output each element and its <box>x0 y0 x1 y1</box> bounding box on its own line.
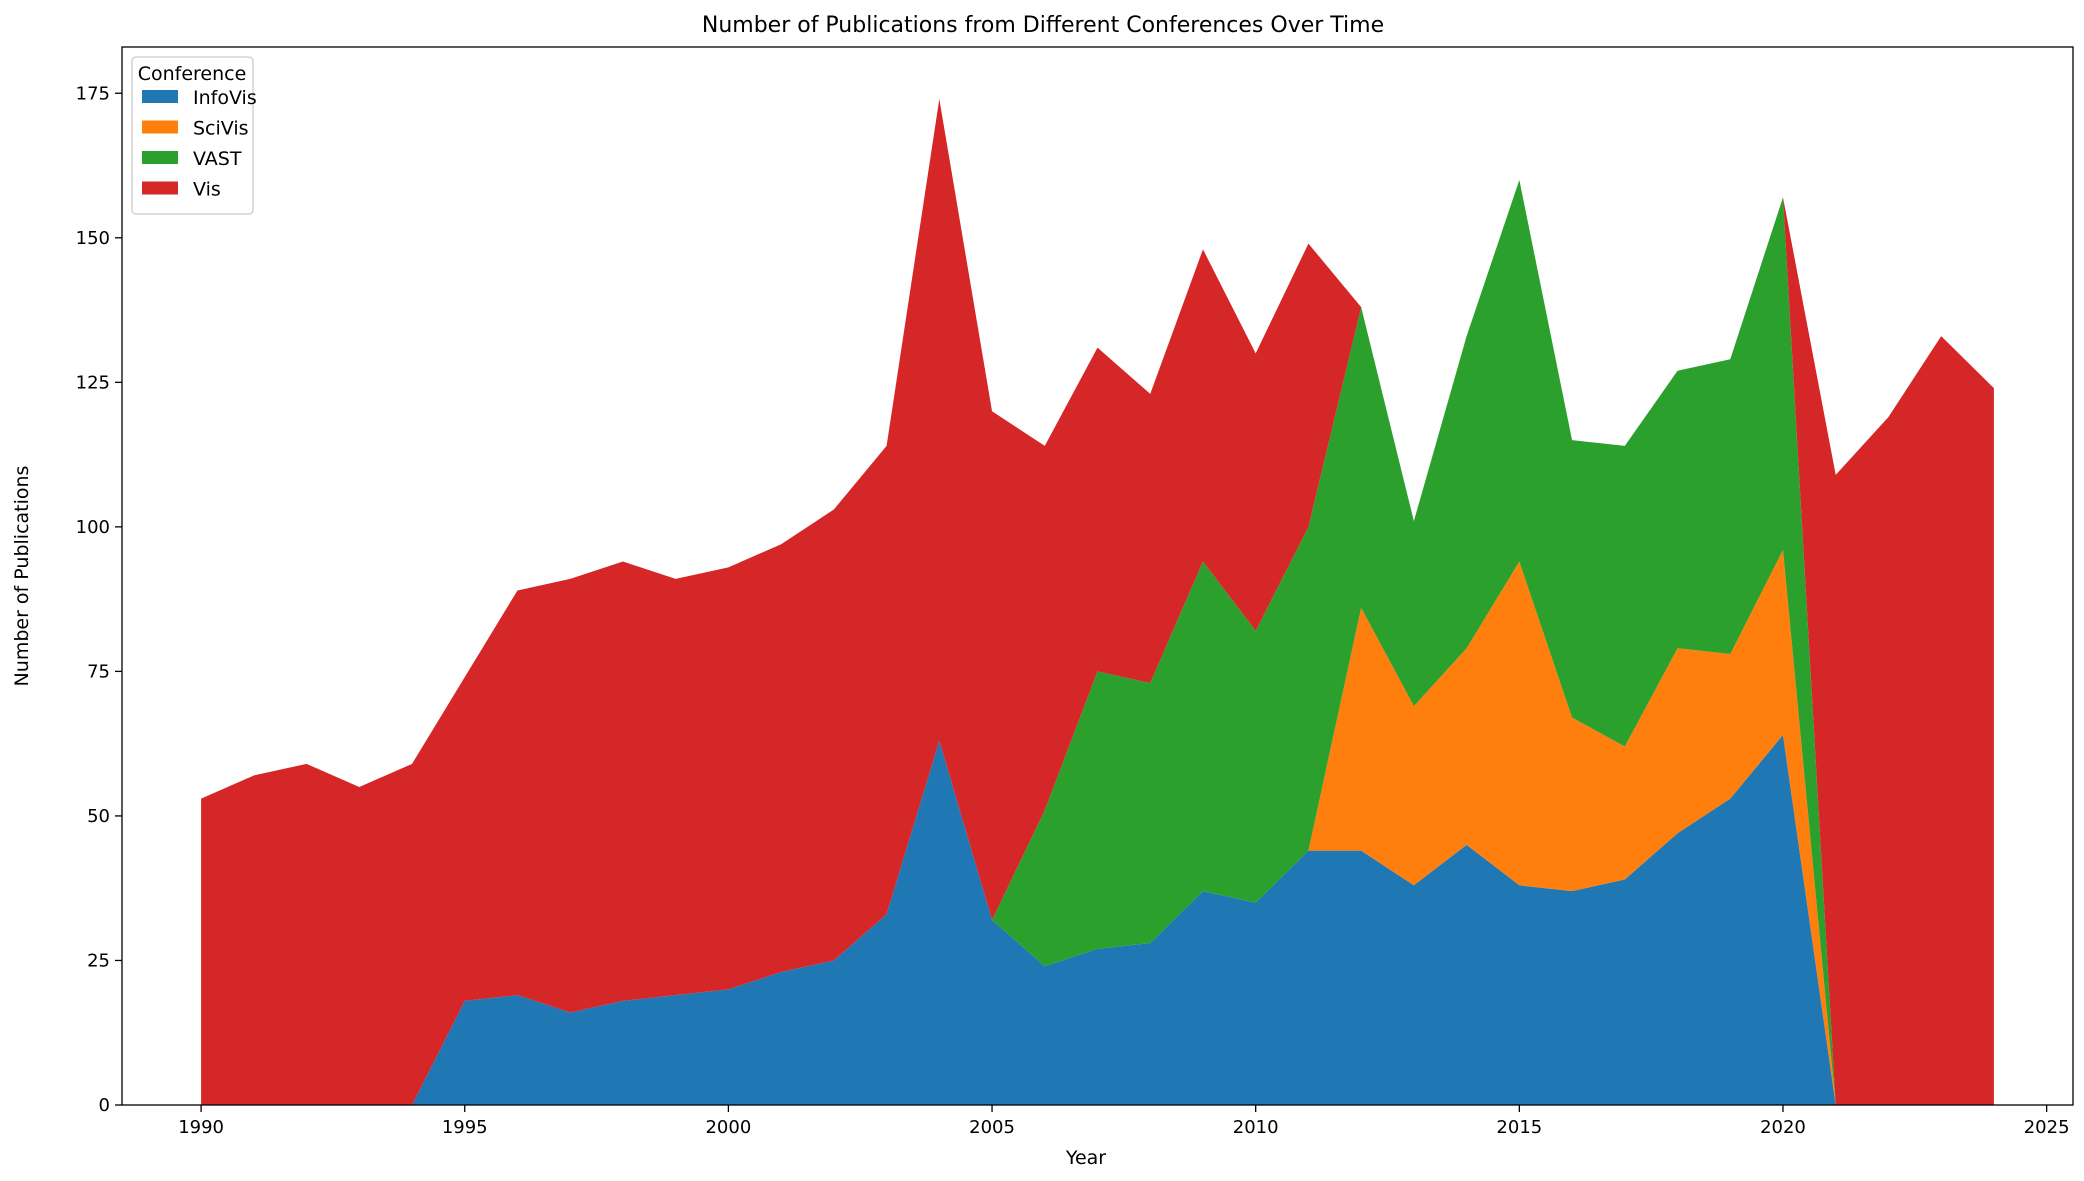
legend-label-infovis: InfoVis <box>193 87 257 109</box>
legend-swatch-vast <box>142 151 178 164</box>
x-tick-label-2025: 2025 <box>2024 1117 2070 1138</box>
chart-title: Number of Publications from Different Co… <box>702 13 1384 38</box>
y-axis: 0 25 50 75 100 125 150 175 <box>76 83 122 1116</box>
plot-frame <box>121 46 2074 1106</box>
x-tick-label-1990: 1990 <box>178 1117 224 1138</box>
y-tick-label-75: 75 <box>87 661 110 682</box>
legend-swatch-infovis <box>142 90 178 103</box>
y-tick-label-25: 25 <box>87 950 110 971</box>
x-tick-label-2005: 2005 <box>969 1117 1015 1138</box>
legend: Conference InfoVis SciVis VAST Vis <box>131 56 257 215</box>
y-tick-label-125: 125 <box>76 372 110 393</box>
x-axis: 1990 1995 2000 2005 2010 2015 2020 2025 <box>178 1105 2070 1138</box>
y-tick-label-100: 100 <box>76 517 110 538</box>
plot-areas <box>201 99 1994 1106</box>
x-tick-label-2010: 2010 <box>1233 1117 1279 1138</box>
area-vast <box>201 179 1994 1106</box>
y-tick-label-0: 0 <box>99 1095 110 1116</box>
y-tick-label-50: 50 <box>87 806 110 827</box>
legend-label-vast: VAST <box>193 148 242 170</box>
area-scivis <box>201 549 1994 1105</box>
y-tick-label-150: 150 <box>76 228 110 249</box>
x-axis-label: Year <box>1065 1147 1106 1169</box>
x-tick-label-2015: 2015 <box>1496 1117 1542 1138</box>
legend-title: Conference <box>138 63 247 85</box>
legend-label-vis: Vis <box>193 179 221 201</box>
x-tick-label-2000: 2000 <box>705 1117 751 1138</box>
x-tick-label-2020: 2020 <box>1760 1117 1806 1138</box>
x-tick-label-1995: 1995 <box>442 1117 488 1138</box>
legend-swatch-vis <box>142 181 178 195</box>
area-vis <box>201 99 1994 1105</box>
y-axis-label: Number of Publications <box>11 466 33 687</box>
legend-swatch-scivis <box>142 120 178 134</box>
y-tick-label-175: 175 <box>76 83 110 104</box>
area-infovis <box>201 734 1994 1105</box>
legend-label-scivis: SciVis <box>193 118 249 140</box>
